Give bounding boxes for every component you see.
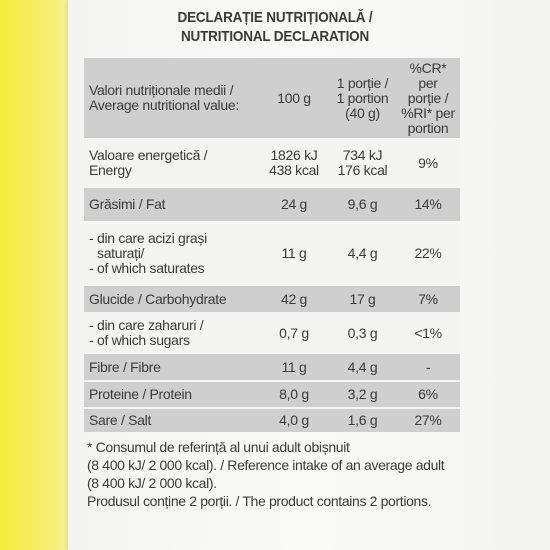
row-label: Valoare energetică / Energy — [84, 138, 259, 188]
row-label: - din care zaharuri / - of which sugars — [84, 312, 259, 354]
nutrition-heading: DECLARAȚIE NUTRIȚIONALĂ / NUTRITIONAL DE… — [105, 8, 445, 46]
row-cr: 27% — [396, 407, 460, 432]
table-row: Valoare energetică / Energy 1826 kJ 438 … — [84, 138, 460, 188]
row-portion: 3,2 g — [329, 380, 396, 408]
row-cr: 9% — [396, 138, 460, 188]
header-portion-cell: 1 porție / 1 portion (40 g) — [329, 58, 396, 138]
row-per100: 8,0 g — [259, 380, 329, 408]
row-cr: 6% — [396, 380, 460, 408]
row-label: Proteine / Protein — [84, 380, 259, 408]
table-row: Glucide / Carbohydrate 42 g 17 g 7% — [84, 286, 460, 312]
table-row: Proteine / Protein 8,0 g 3,2 g 6% — [84, 380, 460, 408]
row-label: Fibre / Fibre — [84, 354, 259, 381]
footnote-line: Produsul conține 2 porții. / The product… — [87, 493, 432, 509]
row-per100: 0,7 g — [259, 312, 329, 354]
row-portion: 4,4 g — [329, 221, 396, 286]
header-cr-cell: %CR* per porție / %RI* per portion — [396, 58, 460, 138]
table-row: - din care acizi grași saturați/ - of wh… — [84, 221, 460, 286]
row-per100: 42 g — [259, 286, 329, 312]
row-portion: 1,6 g — [329, 407, 396, 432]
package-yellow-edge — [0, 0, 70, 550]
heading-line-en: NUTRITIONAL DECLARATION — [180, 28, 370, 45]
row-per100: 4,0 g — [259, 407, 329, 432]
table-row: - din care zaharuri / - of which sugars … — [84, 312, 460, 354]
row-portion: 4,4 g — [329, 354, 396, 381]
row-per100: 1826 kJ 438 kcal — [259, 138, 329, 188]
row-cr: - — [396, 354, 460, 381]
row-per100: 11 g — [259, 221, 329, 286]
footnote-line: * Consumul de referință al unui adult ob… — [87, 439, 350, 455]
row-per100: 11 g — [259, 354, 329, 381]
row-portion: 734 kJ 176 kcal — [329, 138, 396, 188]
row-per100: 24 g — [259, 188, 329, 221]
table-row: Grăsimi / Fat 24 g 9,6 g 14% — [84, 188, 460, 221]
row-label: Grăsimi / Fat — [84, 188, 259, 221]
table-row: Sare / Salt 4,0 g 1,6 g 27% — [84, 407, 460, 432]
header-label-cell: Valori nutriționale medii / Average nutr… — [84, 58, 259, 138]
table-row: Fibre / Fibre 11 g 4,4 g - — [84, 354, 460, 381]
row-label: Glucide / Carbohydrate — [84, 286, 259, 312]
table-header-row: Valori nutriționale medii / Average nutr… — [84, 58, 460, 138]
nutrition-table: Valori nutriționale medii / Average nutr… — [84, 58, 460, 432]
row-cr: 7% — [396, 286, 460, 312]
footnote-line: (8 400 kJ/ 2 000 kcal). — [87, 475, 217, 491]
header-per100-cell: 100 g — [259, 58, 329, 138]
row-cr: 22% — [396, 221, 460, 286]
heading-line-ro: DECLARAȚIE NUTRIȚIONALĂ / — [177, 9, 373, 26]
row-cr: 14% — [396, 188, 460, 221]
row-cr: <1% — [396, 312, 460, 354]
footnote-line: (8 400 kJ/ 2 000 kcal). / Reference inta… — [87, 457, 445, 473]
row-portion: 17 g — [329, 286, 396, 312]
row-portion: 9,6 g — [329, 188, 396, 221]
row-portion: 0,3 g — [329, 312, 396, 354]
row-label: Sare / Salt — [84, 407, 259, 432]
row-label: - din care acizi grași saturați/ - of wh… — [84, 221, 259, 286]
footnote: * Consumul de referință al unui adult ob… — [87, 438, 487, 510]
